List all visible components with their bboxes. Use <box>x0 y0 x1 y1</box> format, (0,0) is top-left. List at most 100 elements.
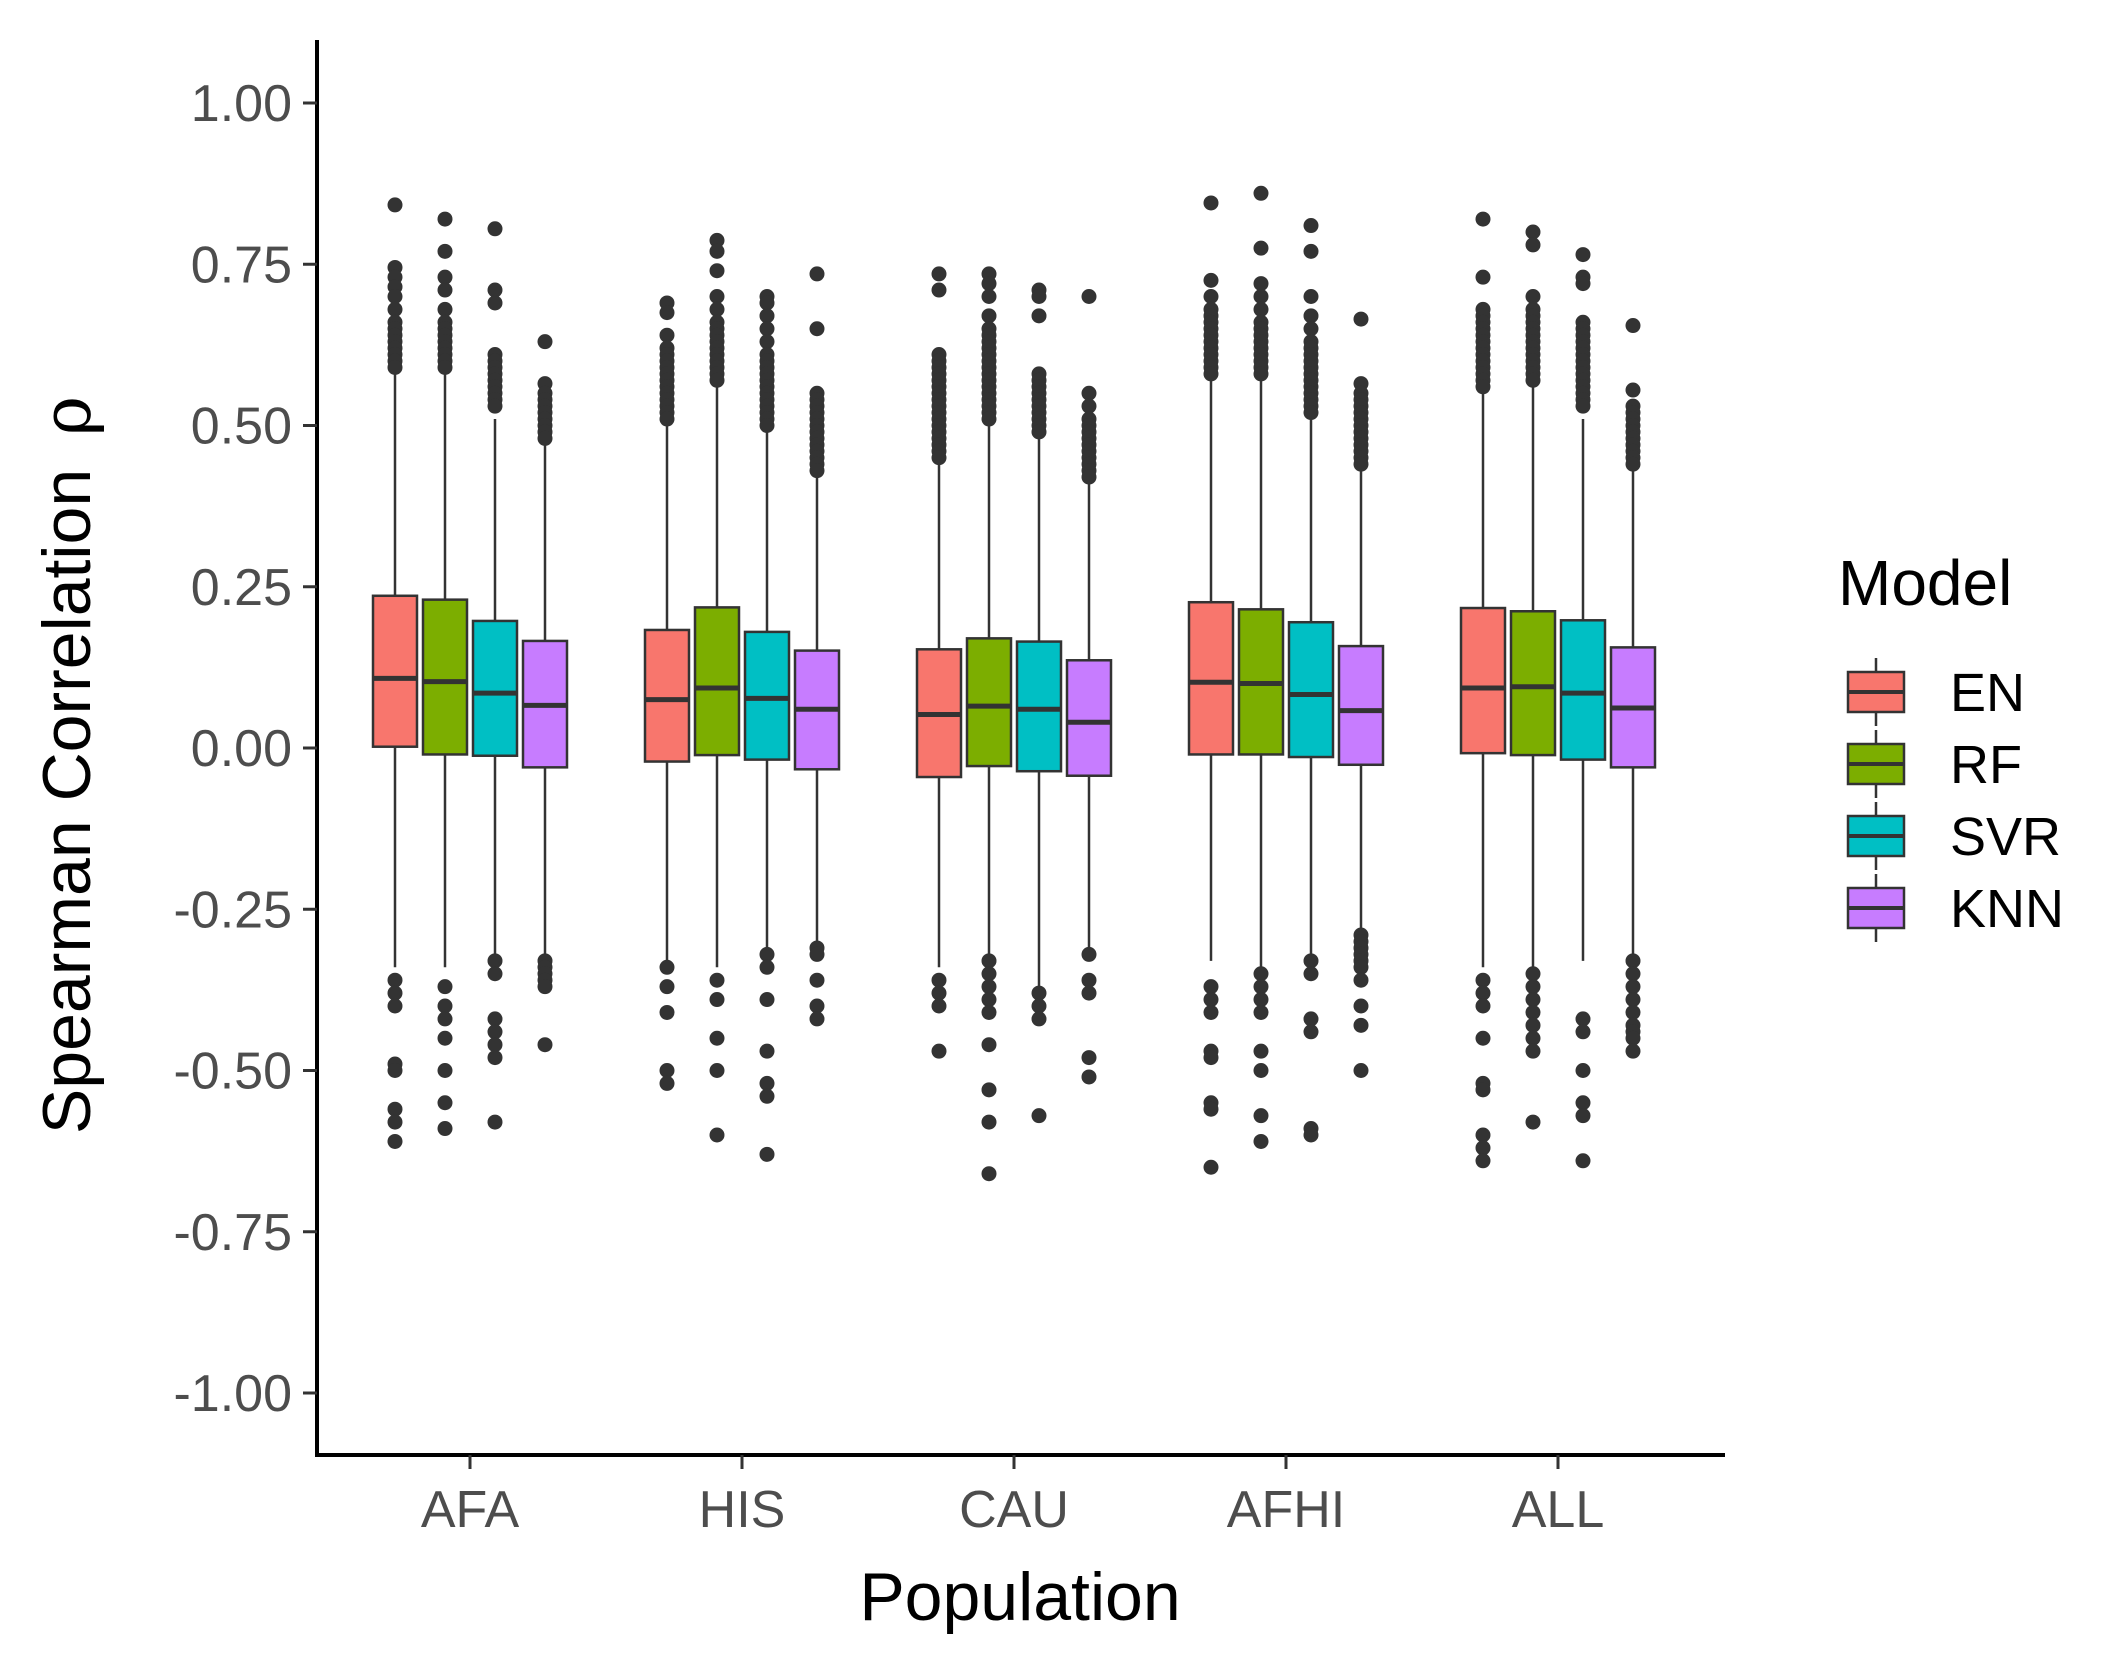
x-tick-label: CAU <box>959 1481 1069 1539</box>
outlier-point <box>1625 318 1641 334</box>
outlier-point <box>981 979 997 995</box>
box-iqr <box>693 606 741 757</box>
box-iqr <box>371 594 419 748</box>
box-svr-afa <box>471 221 519 1130</box>
box-svr-cau <box>1015 282 1063 1124</box>
box-svr-his <box>743 289 791 1162</box>
outlier-point <box>1203 272 1219 288</box>
outlier-point <box>537 430 553 446</box>
outlier-point <box>1081 946 1097 962</box>
outlier-point <box>487 221 503 237</box>
outlier-point <box>931 1043 947 1059</box>
outlier-point <box>1031 1011 1047 1027</box>
outlier-point <box>1253 240 1269 256</box>
outlier-point <box>487 966 503 982</box>
outlier-point <box>387 1133 403 1149</box>
outlier-point <box>709 232 725 248</box>
outlier-point <box>759 418 775 433</box>
outlier-point <box>1303 1024 1319 1040</box>
outlier-point <box>1475 1153 1491 1169</box>
outlier-point <box>1081 289 1097 304</box>
outlier-point <box>709 1063 725 1078</box>
outlier-point <box>1203 1101 1219 1117</box>
outlier-point <box>809 946 825 962</box>
outlier-point <box>537 334 553 350</box>
outlier-point <box>1031 998 1047 1014</box>
y-tick-label: 0.00 <box>191 720 292 778</box>
outlier-point <box>1081 385 1097 401</box>
box-iqr <box>643 628 691 763</box>
outlier-point <box>759 1088 775 1104</box>
outlier-point <box>1353 959 1369 975</box>
legend-label: RF <box>1950 735 2022 795</box>
y-axis-title-text: Spearman Correlation <box>29 469 105 1134</box>
outlier-point <box>437 243 453 259</box>
outlier-point <box>1303 243 1319 259</box>
outlier-point <box>1253 979 1269 995</box>
outlier-point <box>1203 1004 1219 1020</box>
box-svr-afhi <box>1287 218 1335 1143</box>
outlier-point <box>487 1024 503 1040</box>
outlier-point <box>759 321 775 337</box>
outlier-point <box>1303 308 1319 324</box>
outlier-point <box>981 1082 997 1098</box>
outlier-point <box>1081 985 1097 1001</box>
outlier-point <box>1303 321 1319 337</box>
outlier-point <box>981 1037 997 1053</box>
outlier-point <box>1625 456 1641 472</box>
box-iqr <box>1459 606 1507 755</box>
outlier-point <box>387 1101 403 1117</box>
outlier-point <box>709 972 725 988</box>
outlier-point <box>809 972 825 988</box>
box-rf-afa <box>421 211 469 1137</box>
outlier-point <box>1303 289 1319 304</box>
outlier-point <box>931 266 947 282</box>
legend-title: Model <box>1838 547 2012 619</box>
outlier-point <box>1625 382 1641 398</box>
outlier-point <box>709 301 725 317</box>
outlier-point <box>1353 1063 1369 1078</box>
outlier-point <box>387 972 403 988</box>
outlier-point <box>1625 992 1641 1008</box>
outlier-point <box>1203 289 1219 304</box>
y-tick-label: -0.25 <box>173 881 292 939</box>
box-iqr <box>1337 644 1385 767</box>
outlier-point <box>1303 405 1319 421</box>
outlier-point <box>759 946 775 962</box>
outlier-point <box>1031 308 1047 324</box>
outlier-point <box>981 1114 997 1130</box>
outlier-point <box>437 301 453 317</box>
outlier-point <box>1253 1004 1269 1020</box>
outlier-point <box>759 1075 775 1091</box>
outlier-point <box>487 398 503 414</box>
x-tick-label: AFHI <box>1227 1481 1345 1539</box>
x-tick-label: ALL <box>1512 1481 1605 1539</box>
box-knn-afa <box>521 334 569 1053</box>
outlier-point <box>931 998 947 1014</box>
outlier-point <box>487 295 503 311</box>
outlier-point <box>437 1030 453 1046</box>
box-knn-afhi <box>1337 311 1385 1078</box>
outlier-point <box>1475 972 1491 988</box>
outlier-point <box>809 1011 825 1027</box>
box-iqr <box>471 619 519 757</box>
outlier-point <box>1625 1004 1641 1020</box>
outlier-point <box>1525 1017 1541 1033</box>
outlier-point <box>1575 1095 1591 1111</box>
box-en-afhi <box>1187 195 1235 1175</box>
outlier-point <box>1525 237 1541 253</box>
outlier-point <box>1353 311 1369 327</box>
outlier-point <box>931 450 947 466</box>
outlier-point <box>709 1030 725 1046</box>
outlier-point <box>1303 218 1319 234</box>
outlier-point <box>1081 469 1097 485</box>
outlier-point <box>1253 301 1269 317</box>
outlier-point <box>437 1063 453 1078</box>
box-iqr <box>1065 659 1113 777</box>
x-tick-label: HIS <box>699 1481 786 1539</box>
outlier-point <box>1253 1043 1269 1059</box>
outlier-point <box>1475 1082 1491 1098</box>
outlier-point <box>387 985 403 1001</box>
legend-item-svr: SVR <box>1846 802 2061 870</box>
outlier-point <box>1031 985 1047 1001</box>
